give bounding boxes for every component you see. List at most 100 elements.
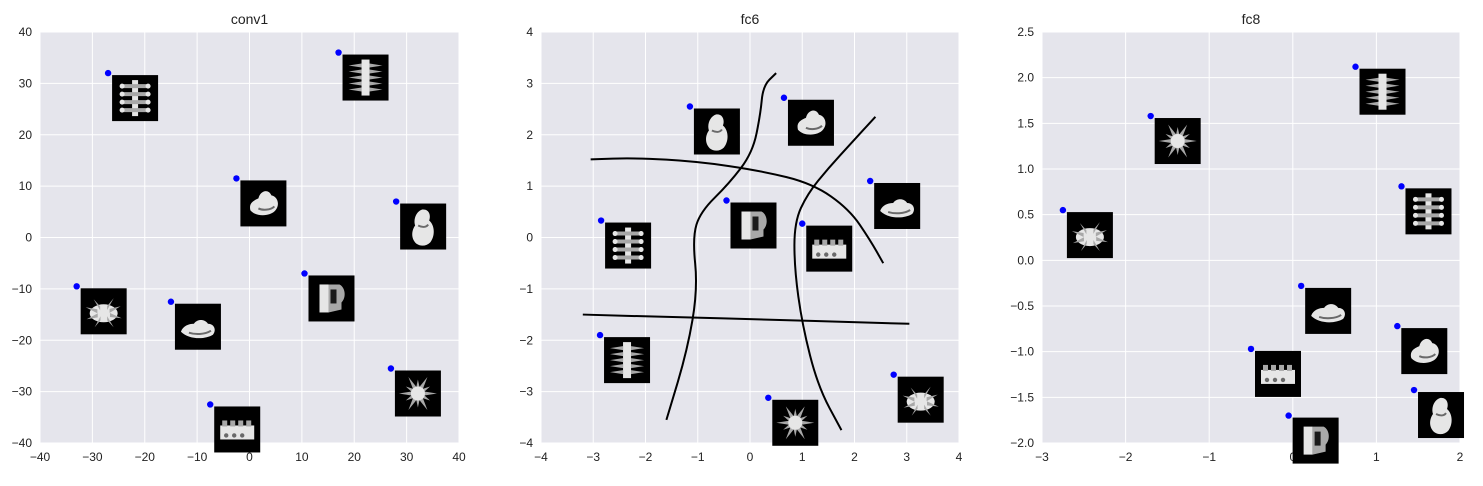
data-point [890,371,897,378]
data-point [596,331,604,339]
x-tick-label: 30 [400,450,414,464]
data-point [104,69,112,77]
data-point [1147,112,1154,120]
data-point [866,177,874,185]
flat-blob-thumbnail [1305,287,1352,334]
y-tick-label: −1 [519,282,533,296]
data-point [301,270,308,277]
data-point [686,103,694,110]
y-tick-label: −1.5 [1010,390,1034,404]
x-tick-label: 10 [295,450,309,464]
x-tick-label: 1 [1373,450,1380,464]
star-burst-thumbnail [1154,118,1201,165]
toothed-block-thumbnail [1255,350,1301,397]
spiky-column-thumbnail [342,54,389,101]
data-point [1394,322,1401,330]
tall-blob-thumbnail [1418,392,1465,439]
hook-block-thumbnail [1292,417,1339,464]
data-point [765,394,772,401]
x-tick-label: 2 [1457,450,1464,464]
x-tick-label: 40 [452,450,466,464]
y-tick-label: 4 [526,25,533,39]
y-tick-label: 2 [526,128,533,142]
spiky-blob-thumbnail [897,376,944,423]
tall-blob-thumbnail [400,203,447,250]
y-tick-label: −40 [12,436,33,450]
data-point [207,401,214,408]
y-tick-label: 2.0 [1017,71,1034,85]
data-point [1410,386,1418,394]
y-tick-label: −4 [519,436,533,450]
toothed-block-thumbnail [806,225,853,272]
data-point [1398,183,1405,190]
y-tick-label: −20 [12,333,33,347]
toothed-block-thumbnail [214,406,261,453]
y-tick-label: 0 [526,231,533,245]
y-tick-label: 20 [19,128,33,142]
panel-3: −3−2−1012−2.0−1.5−1.0−0.50.00.51.01.52.0… [1010,11,1465,464]
panel-1: −40 −30 −20 −10 0 10 20 30 40 −40 −30 −20 −10 0 10 20 30… [12,11,466,464]
spine-ladder-thumbnail [605,222,652,269]
data-point [233,175,240,182]
data-point [1059,206,1067,214]
y-tick-label: 1.0 [1017,162,1034,176]
x-tick-label: −10 [187,450,208,464]
y-tick-label: −3 [519,385,533,399]
flat-blob-thumbnail [174,303,221,350]
x-tick-label: 0 [747,450,754,464]
x-tick-label: 20 [348,450,362,464]
decision-boundary [665,72,777,421]
y-tick-label: 2.5 [1017,25,1034,39]
x-tick-label: −3 [586,450,600,464]
y-tick-label: −10 [12,282,33,296]
y-tick-label: 0.0 [1017,253,1034,267]
y-tick-label: −2 [519,333,533,347]
x-tick-label: 3 [903,450,910,464]
y-tick-label: 3 [526,76,533,90]
y-tick-label: 10 [19,179,33,193]
hook-block-thumbnail [308,275,355,322]
x-tick-label: −2 [1119,450,1133,464]
flat-blob-thumbnail [874,182,921,229]
decision-boundary [793,116,877,431]
data-point [1285,412,1292,419]
y-tick-label: −0.5 [1010,299,1034,313]
data-point [392,198,400,205]
y-tick-label: 0.5 [1017,208,1034,222]
data-point [1247,345,1255,353]
x-tick-label: −1 [691,450,705,464]
x-tick-label: −2 [639,450,653,464]
hook-block-thumbnail [730,202,777,249]
panel-title: conv1 [231,11,269,27]
x-tick-label: 1 [799,450,806,464]
x-tick-label: −4 [534,450,548,464]
data-point [597,217,605,224]
data-point [73,283,80,290]
spine-ladder-thumbnail [1405,188,1452,235]
x-tick-label: 4 [956,450,963,464]
x-tick-label: −3 [1035,450,1049,464]
y-tick-label: 0 [25,231,32,245]
x-tick-label: −30 [82,450,103,464]
bent-blob-thumbnail [1401,328,1448,375]
spiky-column-thumbnail [604,337,651,384]
y-tick-label: −2.0 [1010,436,1034,450]
data-point [387,365,395,372]
y-tick-label: 1.5 [1017,116,1034,130]
y-tick-label: −1.0 [1010,345,1034,359]
decision-boundary [582,313,910,325]
bent-blob-thumbnail [240,180,287,227]
data-point [780,94,788,101]
y-tick-label: −30 [12,385,33,399]
x-tick-label: 2 [851,450,858,464]
x-tick-label: 0 [246,450,253,464]
star-burst-thumbnail [394,370,441,417]
star-burst-thumbnail [772,399,819,446]
spiky-blob-thumbnail [80,288,127,335]
spiky-column-thumbnail [1359,68,1406,115]
panel-title: fc8 [1242,11,1261,27]
panel-title: fc6 [741,11,760,27]
x-tick-label: −1 [1202,450,1216,464]
data-point [799,220,806,227]
